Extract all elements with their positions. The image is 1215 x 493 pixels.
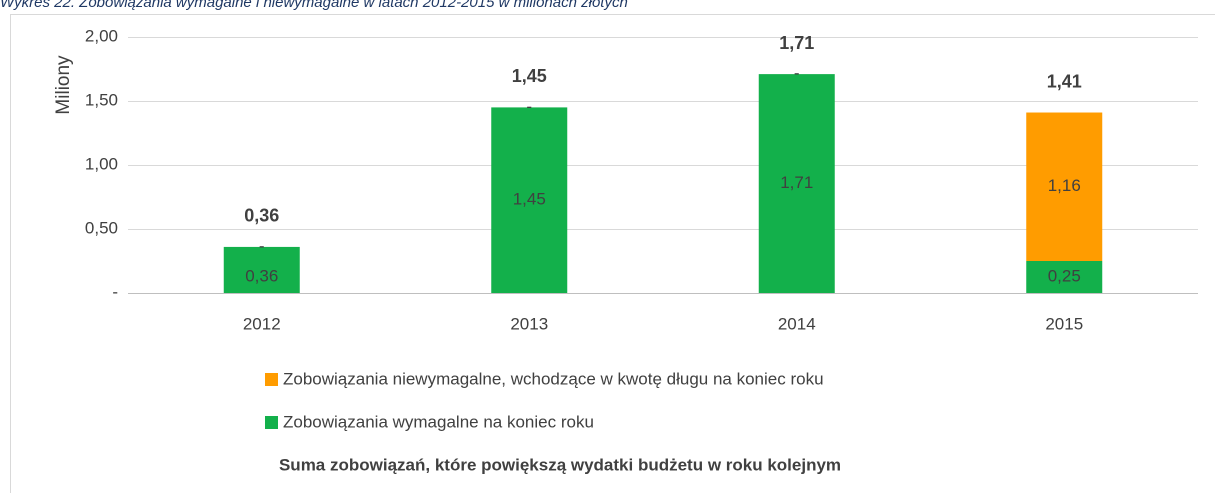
y-tick-label: 1,50 xyxy=(85,90,118,109)
data-label: - xyxy=(794,64,800,83)
bar-segment xyxy=(1026,261,1103,293)
total-label: 1,41 xyxy=(1047,71,1082,91)
legend-label: Zobowiązania niewymagalne, wchodzące w k… xyxy=(283,369,824,388)
bar-segment xyxy=(758,74,835,294)
legend-label: Suma zobowiązań, które powiększą wydatki… xyxy=(279,455,841,474)
legend-swatch xyxy=(265,416,278,429)
bar-segment xyxy=(1026,112,1103,262)
x-tick-label: 2013 xyxy=(510,314,548,333)
chart-title: Wykres 22. Zobowiązania wymagalne i niew… xyxy=(0,0,628,11)
data-label: 0,25 xyxy=(1048,266,1081,285)
bar-segment xyxy=(223,246,300,293)
data-label: 1,71 xyxy=(780,173,813,192)
data-label: 1,45 xyxy=(513,190,546,209)
y-tick-label: 2,00 xyxy=(85,26,118,45)
data-label: - xyxy=(259,236,265,255)
x-tick-label: 2012 xyxy=(243,314,281,333)
y-axis-label: Miliony xyxy=(53,55,74,115)
total-label: 1,71 xyxy=(779,33,814,53)
legend-label: Zobowiązania wymagalne na koniec roku xyxy=(283,412,594,431)
y-tick-label: - xyxy=(112,282,118,301)
x-tick-label: 2015 xyxy=(1045,314,1083,333)
chart-frame xyxy=(10,14,1215,493)
x-tick-label: 2014 xyxy=(778,314,816,333)
y-tick-label: 1,00 xyxy=(85,154,118,173)
total-label: 0,36 xyxy=(244,206,279,226)
data-label: - xyxy=(526,97,532,116)
data-label: 1,16 xyxy=(1048,176,1081,195)
total-label: 1,45 xyxy=(512,66,547,86)
data-label: 0,36 xyxy=(245,266,278,285)
legend-swatch xyxy=(265,373,278,386)
bar-segment xyxy=(491,107,568,294)
y-tick-label: 0,50 xyxy=(85,218,118,237)
